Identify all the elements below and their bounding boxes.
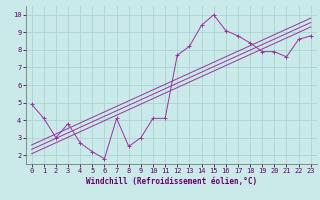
- X-axis label: Windchill (Refroidissement éolien,°C): Windchill (Refroidissement éolien,°C): [86, 177, 257, 186]
